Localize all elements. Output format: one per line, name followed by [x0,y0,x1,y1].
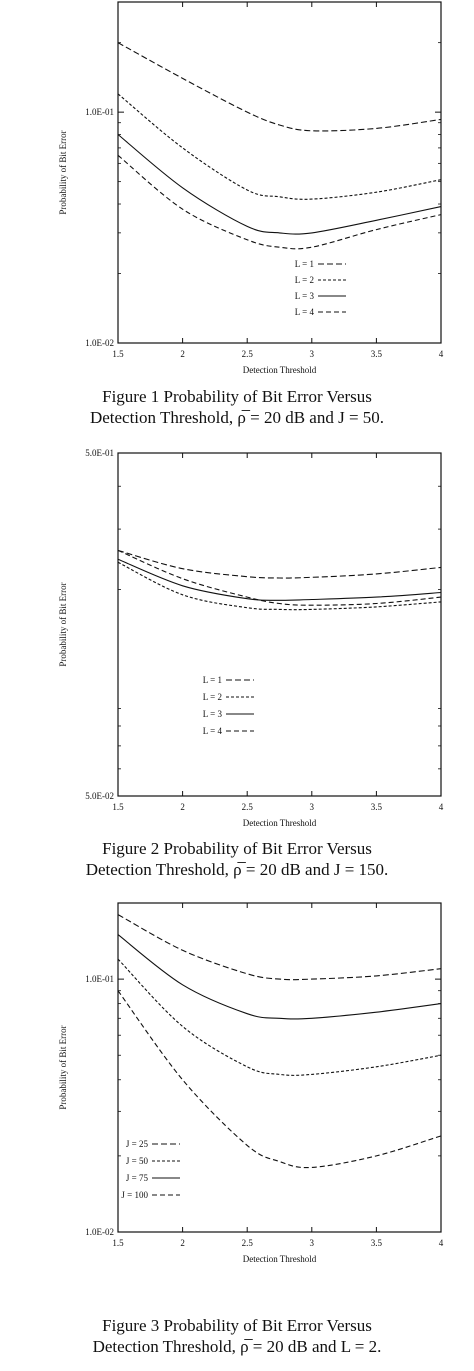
figure-1: 1.5 2 2.5 3 3.5 4 1.0E-02 1.0E-01 Detection Thre… [0,0,474,440]
figure-1-legend-label-3: L = 3 [295,291,315,301]
figure-3-caption: Figure 3 Probability of Bit Error Versus… [0,1315,474,1357]
figure-1-x-tick-label: 1.5 [112,349,124,359]
figure-1-y-axis-title: Probability of Bit Error [58,130,68,214]
figure-3-x-tick-label: 2.5 [242,1238,254,1248]
figure-3-y-tick-label: 1.0E-02 [85,1227,114,1237]
figure-2-x-tick-label: 3 [310,802,315,812]
figure-3-y-tick-label: 1.0E-01 [85,974,114,984]
figure-1-plot-frame [117,1,442,344]
figure-1-y-tick-label: 1.0E-01 [85,107,114,117]
figure-1-x-tick-label: 3 [310,349,315,359]
figure-3: 1.5 2 2.5 3 3.5 4 1.0E-02 1.0E-01 Detection Thre… [0,895,474,1371]
figure-1-caption: Figure 1 Probability of Bit Error Versus… [0,386,474,428]
figure-3-legend-label-1: J = 25 [126,1139,149,1149]
figure-1-caption-line-1: Figure 1 Probability of Bit Error Versus [102,387,372,406]
figure-1-chart: 1.5 2 2.5 3 3.5 4 1.0E-02 1.0E-01 Detection Thre… [58,1,444,375]
figure-1-x-axis-title: Detection Threshold [243,365,317,375]
figure-3-legend-label-3: J = 75 [126,1173,149,1183]
figure-3-x-axis-title: Detection Threshold [243,1254,317,1264]
figure-2-x-axis-title: Detection Threshold [243,818,317,828]
figure-3-series-line-3 [117,934,442,1020]
figure-3-chart: 1.5 2 2.5 3 3.5 4 1.0E-02 1.0E-01 Detection Thre… [58,902,444,1264]
figure-2-plot-frame [117,452,442,797]
figure-2-x-tick-label: 1.5 [112,802,124,812]
figure-3-x-tick-label: 3.5 [371,1238,383,1248]
figure-1-series-line-1 [117,42,442,132]
figure-1-x-tick-label: 2 [180,349,185,359]
figure-2-x-tick-label: 2 [180,802,185,812]
figure-3-x-tick-label: 4 [439,1238,444,1248]
figure-2-legend-label-3: L = 3 [203,709,223,719]
figure-3-legend-label-4: J = 100 [121,1190,148,1200]
figure-3-legend-label-2: J = 50 [126,1156,149,1166]
figure-2-caption-line-2: Detection Threshold, ρ̅ = 20 dB and J = … [85,860,389,879]
figure-2-x-tick-label: 4 [439,802,444,812]
figure-2-legend-label-2: L = 2 [203,692,222,702]
figure-2-x-tick-label: 2.5 [242,802,254,812]
figure-2-caption: Figure 2 Probability of Bit Error Versus… [0,838,474,880]
figure-3-x-tick-label: 2 [180,1238,185,1248]
figure-3-y-axis-title: Probability of Bit Error [58,1025,68,1109]
figure-1-x-tick-label: 3.5 [371,349,383,359]
figure-1-legend-label-2: L = 2 [295,275,314,285]
figure-3-x-tick-label: 1.5 [112,1238,124,1248]
figure-1-x-tick-label: 2.5 [242,349,254,359]
figure-1-y-tick-label: 1.0E-02 [85,338,114,348]
figure-3-plot-frame [117,902,442,1233]
figure-1-legend-label-4: L = 4 [295,307,315,317]
figure-1-legend-label-1: L = 1 [295,259,314,269]
figure-2-legend-label-1: L = 1 [203,675,222,685]
figure-3-caption-line-1: Figure 3 Probability of Bit Error Versus [102,1316,372,1335]
figure-2: 1.5 2 2.5 3 3.5 4 5.0E-02 5.0E-01 Detection Thre… [0,440,474,895]
figure-1-series-line-4 [117,154,442,250]
figure-2-series-line-1 [117,549,442,579]
figure-2-x-tick-label: 3.5 [371,802,383,812]
figure-3-series-line-1 [117,914,442,981]
figure-2-series-line-4 [117,549,442,606]
figure-1-x-tick-label: 4 [439,349,444,359]
figure-3-caption-line-2: Detection Threshold, ρ̅ = 20 dB and L = … [92,1337,382,1356]
figure-1-caption-line-2: Detection Threshold, ρ̅ = 20 dB and J = … [89,408,385,427]
figure-2-series-line-3 [117,558,442,601]
figure-1-series-line-2 [117,93,442,200]
figure-3-series-line-4 [117,990,442,1169]
figure-1-series-line-3 [117,134,442,235]
figure-2-y-tick-label: 5.0E-02 [85,791,114,801]
figure-2-y-axis-title: Probability of Bit Error [58,582,68,666]
figure-3-series-line-2 [117,958,442,1076]
figure-2-caption-line-1: Figure 2 Probability of Bit Error Versus [102,839,372,858]
figure-2-y-tick-label: 5.0E-01 [85,448,114,458]
figure-3-x-tick-label: 3 [310,1238,315,1248]
figure-2-chart: 1.5 2 2.5 3 3.5 4 5.0E-02 5.0E-01 Detection Thre… [58,448,444,828]
figure-2-series-line-2 [117,561,442,611]
figure-2-legend-label-4: L = 4 [203,726,223,736]
